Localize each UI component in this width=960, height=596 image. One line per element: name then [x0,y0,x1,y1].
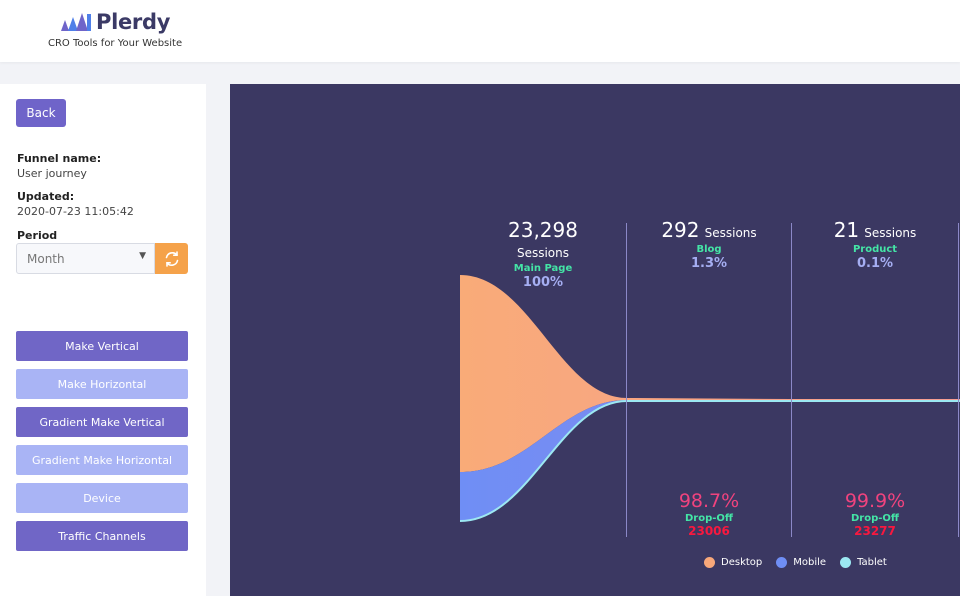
period-label: Period [17,229,58,242]
device-button[interactable]: Device [16,483,188,513]
stage-unit: Sessions [704,226,757,240]
legend-label: Desktop [721,557,763,568]
funnel-stage: 292 Sessions Blog 1.3% [654,218,764,271]
sidebar: Back Funnel name: User journey Updated: … [0,84,206,596]
stage-unit: Sessions [516,246,570,260]
back-button[interactable]: Back [16,99,66,127]
stage-sessions: 21 [833,218,860,242]
period-select-value: Month [27,252,65,266]
dropoff-count: 23277 [854,524,896,538]
dropoff-count: 23006 [688,524,730,538]
stage-divider [791,223,792,537]
legend-dot-icon [776,557,788,568]
stage-percent: 0.1% [856,256,894,271]
funnel-desktop-stream [460,275,960,472]
funnel-tablet-stream [459,400,960,522]
stage-divider [626,223,627,537]
legend: Desktop Mobile Tablet [704,557,901,568]
logo-text: Plerdy [96,10,171,34]
period-select[interactable]: Month ▼ [16,243,155,274]
dropoff-label: Drop-Off [684,513,733,524]
logo[interactable]: Plerdy [60,10,170,34]
legend-label: Mobile [793,557,827,568]
stage-sessions: 292 [661,218,700,242]
dropoff-block: 98.7% Drop-Off 23006 [664,490,754,538]
stage-divider [958,223,959,537]
legend-label: Tablet [857,557,887,568]
updated-label: Updated: [17,190,75,203]
tagline: CRO Tools for Your Website [48,38,183,49]
funnel-name-value: User journey [17,167,87,180]
updated-value: 2020-07-23 11:05:42 [17,205,134,218]
stage-name: Blog [696,244,722,255]
stage-sessions: 23,298 [508,218,578,242]
stage-unit: Sessions [864,226,917,240]
refresh-button[interactable] [155,243,188,274]
legend-dot-icon [704,557,715,568]
legend-item-tablet[interactable]: Tablet [840,557,887,568]
dropoff-label: Drop-Off [850,513,899,524]
dropoff-percent: 99.9% [844,490,906,512]
legend-item-desktop[interactable]: Desktop [704,557,762,568]
stage-name: Product [852,244,898,255]
dropoff-block: 99.9% Drop-Off 23277 [830,490,920,538]
make-vertical-button[interactable]: Make Vertical [16,331,188,361]
top-bar: Plerdy CRO Tools for Your Website [0,0,960,62]
funnel-stage: 23,298 Sessions Main Page 100% [488,218,598,290]
gradient-make-vertical-button[interactable]: Gradient Make Vertical [16,407,188,437]
refresh-icon [165,250,178,267]
gradient-make-horizontal-button[interactable]: Gradient Make Horizontal [16,445,188,475]
legend-dot-icon [840,557,852,568]
stage-name: Main Page [513,263,573,274]
legend-item-mobile[interactable]: Mobile [776,557,826,568]
dropoff-percent: 98.7% [678,490,740,512]
funnel-chart [459,275,960,522]
funnel-name-label: Funnel name: [17,152,102,165]
funnel-panel: 23,298 Sessions Main Page 100% 292 Sessi… [230,84,960,596]
plerdy-logo-icon [61,13,91,31]
funnel-stage: 21 Sessions Product 0.1% [820,218,930,271]
stage-percent: 1.3% [690,256,728,271]
make-horizontal-button[interactable]: Make Horizontal [16,369,188,399]
chevron-down-icon: ▼ [139,251,146,261]
traffic-channels-button[interactable]: Traffic Channels [16,521,188,551]
stage-percent: 100% [522,275,564,290]
